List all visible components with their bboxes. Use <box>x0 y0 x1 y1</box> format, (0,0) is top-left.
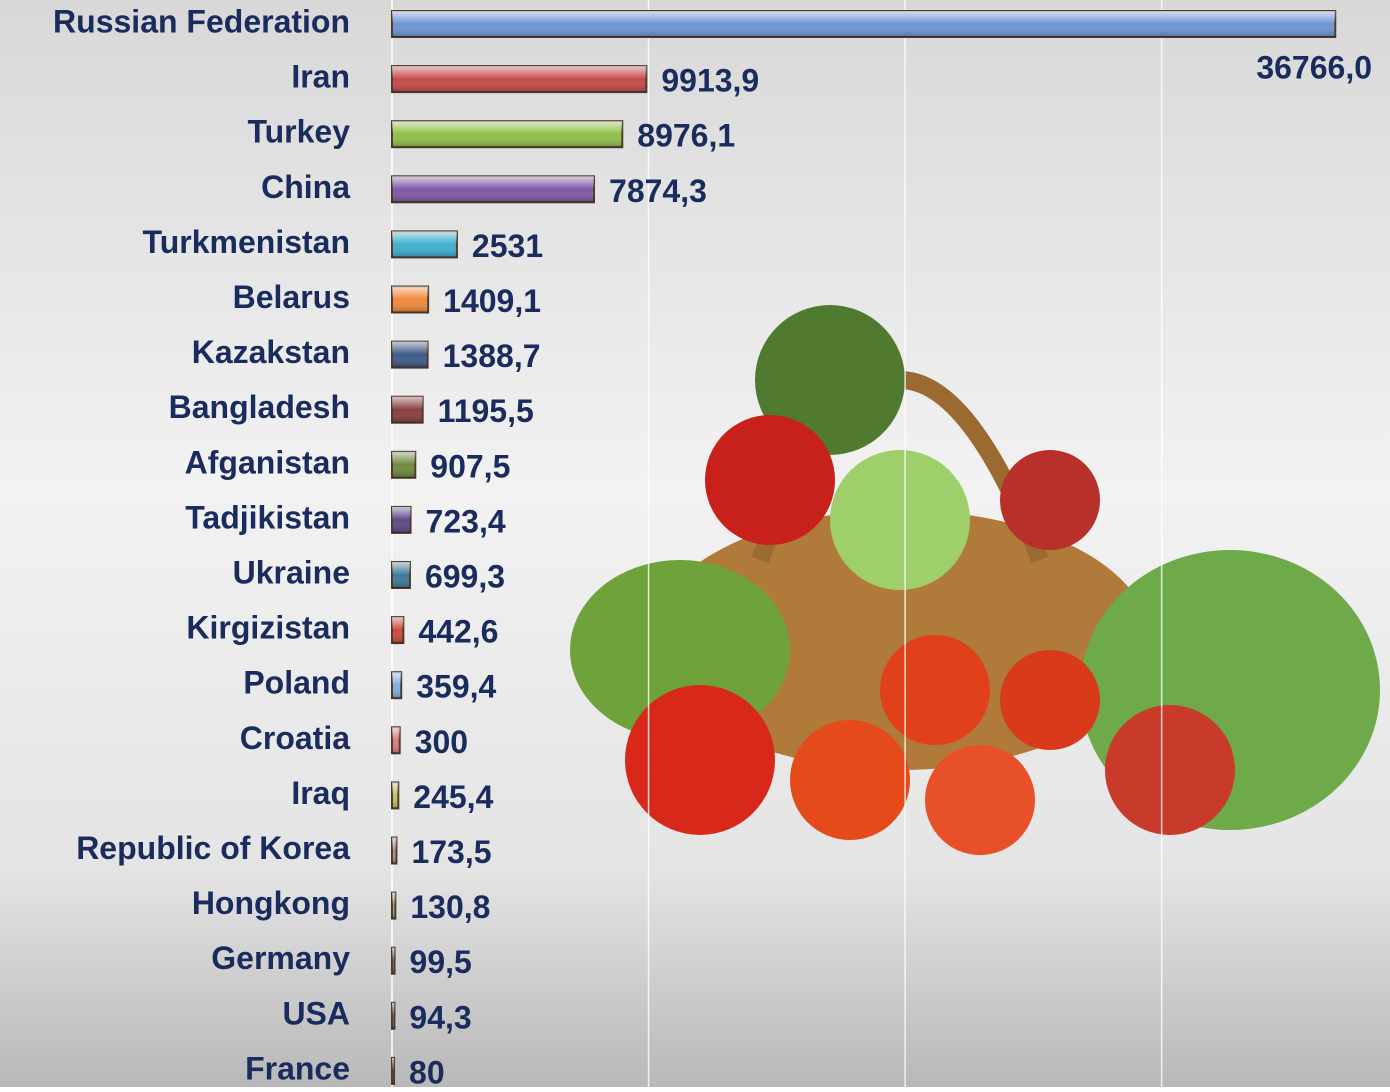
value-label: 723,4 <box>426 503 506 539</box>
bar-shine <box>392 672 402 699</box>
bar-shine <box>392 727 400 754</box>
category-label: Bangladesh <box>169 389 350 425</box>
bar-shine <box>392 451 416 478</box>
bar-shine <box>392 66 647 93</box>
value-label: 1409,1 <box>443 283 541 319</box>
bar-shine <box>392 562 410 588</box>
category-label: Kirgizistan <box>186 610 350 646</box>
value-label: 442,6 <box>418 614 498 650</box>
bar-shine <box>392 837 397 864</box>
category-label: Iran <box>291 59 350 95</box>
category-label: France <box>245 1050 350 1086</box>
bar-shine <box>392 286 429 313</box>
category-label: Germany <box>211 940 350 976</box>
vegetable-illustration <box>570 305 1380 855</box>
category-label: Russian Federation <box>53 3 350 39</box>
bar-shine <box>392 1002 395 1029</box>
category-label: Turkey <box>247 114 350 150</box>
category-label: Ukraine <box>233 554 350 590</box>
bar-shine <box>392 121 623 148</box>
category-label: China <box>261 169 350 205</box>
bar-shine <box>392 1057 395 1084</box>
category-label: Hongkong <box>192 885 350 921</box>
category-label: Turkmenistan <box>143 224 350 260</box>
category-label: USA <box>282 995 350 1031</box>
value-label: 36766,0 <box>1256 49 1372 85</box>
category-label: Iraq <box>291 775 350 811</box>
category-label: Republic of Korea <box>76 830 350 866</box>
value-label: 7874,3 <box>609 173 707 209</box>
category-label: Croatia <box>240 720 350 756</box>
value-label: 99,5 <box>410 944 472 980</box>
value-label: 300 <box>415 724 468 760</box>
category-label: Afganistan <box>185 444 350 480</box>
value-label: 2531 <box>472 228 543 264</box>
value-label: 907,5 <box>430 448 510 484</box>
bar-shine <box>392 396 423 423</box>
value-label: 245,4 <box>413 779 493 815</box>
bar-shine <box>392 231 457 258</box>
bar-shine <box>392 176 595 203</box>
category-label: Tadjikistan <box>185 499 350 535</box>
bar-shine <box>392 782 399 809</box>
value-label: 130,8 <box>410 889 490 925</box>
value-label: 94,3 <box>409 999 471 1035</box>
value-label: 8976,1 <box>637 118 735 154</box>
category-label: Belarus <box>233 279 350 315</box>
bar-shine <box>392 947 395 974</box>
value-label: 359,4 <box>416 669 496 705</box>
bar-shine <box>392 341 428 368</box>
bar-shine <box>392 506 411 533</box>
value-label: 9913,9 <box>661 63 759 99</box>
value-label: 699,3 <box>425 558 505 594</box>
category-label: Poland <box>243 665 350 701</box>
value-label: 1388,7 <box>443 338 541 374</box>
bar-shine <box>392 892 396 919</box>
value-label: 1195,5 <box>438 393 534 429</box>
bar-shine <box>392 617 404 644</box>
value-label: 173,5 <box>411 834 491 870</box>
bar-shine <box>392 11 1336 37</box>
category-label: Kazakstan <box>192 334 350 370</box>
value-label: 80 <box>409 1054 445 1087</box>
